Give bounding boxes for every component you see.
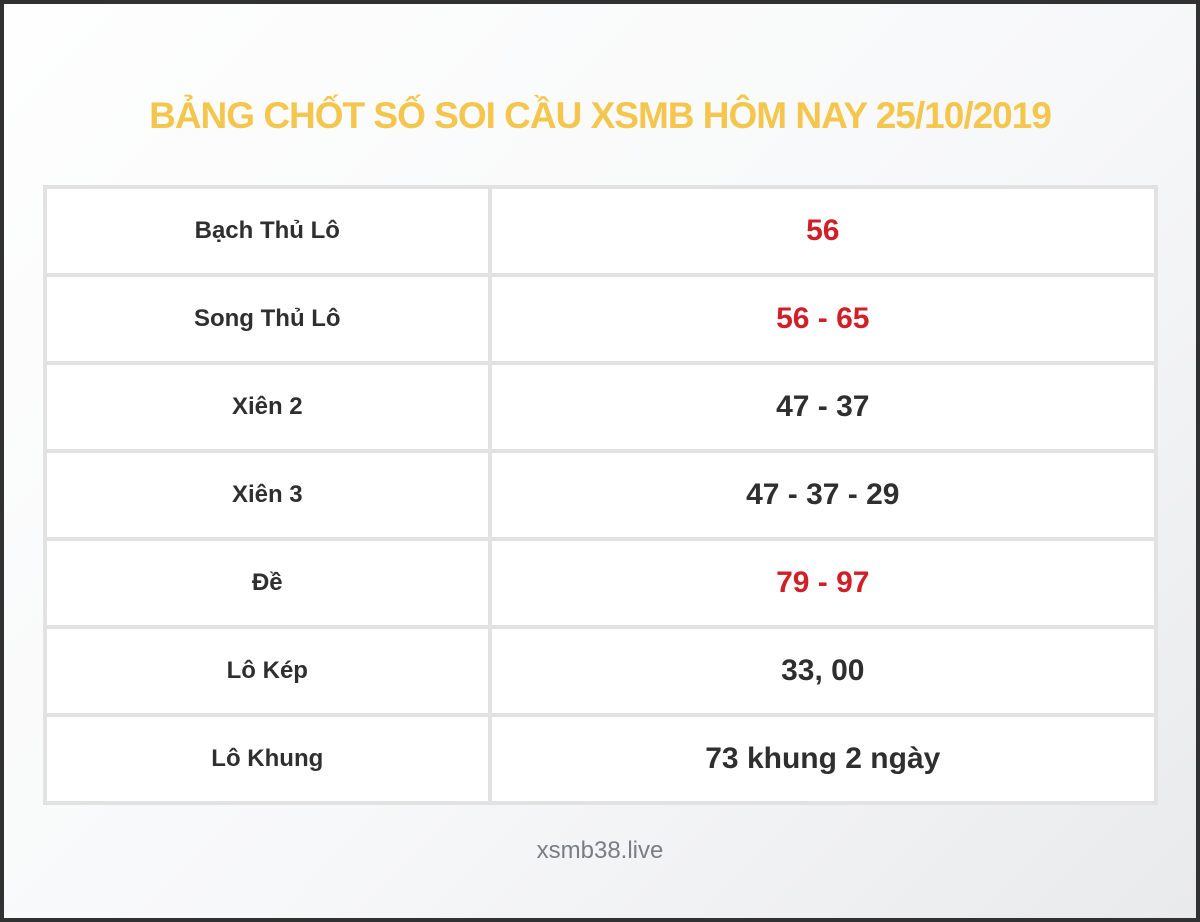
row-label: Xiên 3 [42,449,493,542]
table-row: Bạch Thủ Lô 56 [42,185,1158,278]
row-value: 56 [488,185,1158,278]
row-value: 47 - 37 - 29 [488,449,1158,542]
page-title: BẢNG CHỐT SỐ SOI CẦU XSMB HÔM NAY 25/10/… [149,95,1052,136]
row-value: 56 - 65 [488,273,1158,366]
table-row: Lô Kép 33, 00 [42,625,1158,718]
row-value: 47 - 37 [488,361,1158,454]
table-row: Đề 79 - 97 [42,537,1158,630]
site-watermark: xsmb38.live [536,837,664,865]
table-row: Xiên 2 47 - 37 [42,361,1158,454]
row-label: Song Thủ Lô [42,273,493,366]
row-label: Bạch Thủ Lô [42,185,493,278]
table-row: Xiên 3 47 - 37 - 29 [42,449,1158,542]
prediction-table: Bạch Thủ Lô 56 Song Thủ Lô 56 - 65 Xiên … [42,185,1158,806]
table-row: Lô Khung 73 khung 2 ngày [42,713,1158,806]
table-row: Song Thủ Lô 56 - 65 [42,273,1158,366]
row-label: Đề [42,537,493,630]
row-value: 79 - 97 [488,537,1158,630]
row-label: Lô Khung [42,713,493,806]
row-label: Xiên 2 [42,361,493,454]
row-value: 73 khung 2 ngày [488,713,1158,806]
row-value: 33, 00 [488,625,1158,718]
row-label: Lô Kép [42,625,493,718]
prediction-table-body: Bạch Thủ Lô 56 Song Thủ Lô 56 - 65 Xiên … [42,185,1158,806]
